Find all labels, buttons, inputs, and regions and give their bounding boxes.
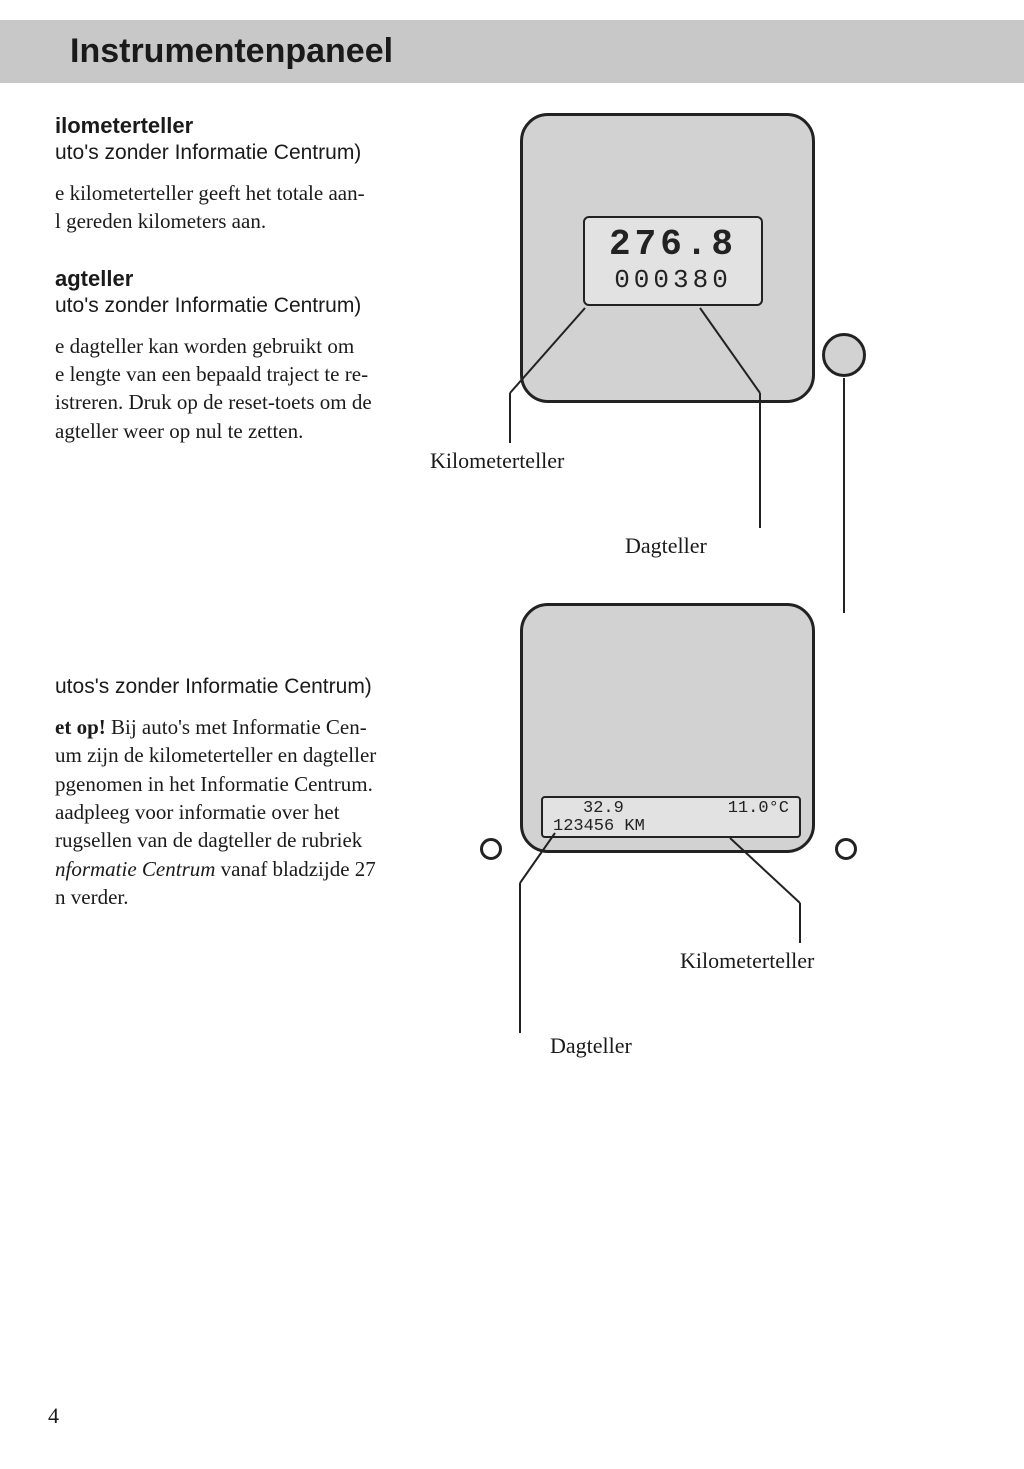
section1-heading: ilometerteller [55,113,400,139]
label-dagteller-1: Dagteller [625,533,707,559]
page-title: Instrumentenpaneel [70,32,1024,71]
label-dagteller-2: Dagteller [550,1033,632,1059]
diagram-info-centrum: 32.9 11.0°C 123456 KM Kilometerteller Da… [420,603,980,1083]
label-kilometerteller-1: Kilometerteller [430,448,564,474]
diagram-column: 276.8 000380 Kilometerteller Dagteller T… [420,113,980,1083]
section2-body: e dagteller kan worden gebruikt om e len… [55,332,400,445]
section3-bold: et op! [55,715,106,739]
page-header: Instrumentenpaneel [0,20,1024,83]
leader-lines-2 [420,603,980,1083]
section2-heading: agteller [55,266,400,292]
section2-sub: uto's zonder Informatie Centrum) [55,294,400,318]
text-column: ilometerteller uto's zonder Informatie C… [0,113,420,1083]
section3-italic: nformatie Centrum [55,857,215,881]
section1-sub: uto's zonder Informatie Centrum) [55,141,400,165]
diagram-odometer: 276.8 000380 Kilometerteller Dagteller T… [420,113,940,583]
leader-lines-1 [420,113,940,583]
section1-body: e kilometerteller geeft het totale aan- … [55,179,400,236]
label-kilometerteller-2: Kilometerteller [680,948,814,974]
page-number: 4 [48,1403,59,1429]
section3-body: et op! Bij auto's met Informatie Cen- um… [55,713,400,911]
section3-sub: utos's zonder Informatie Centrum) [55,675,400,699]
content-area: ilometerteller uto's zonder Informatie C… [0,83,1024,1083]
